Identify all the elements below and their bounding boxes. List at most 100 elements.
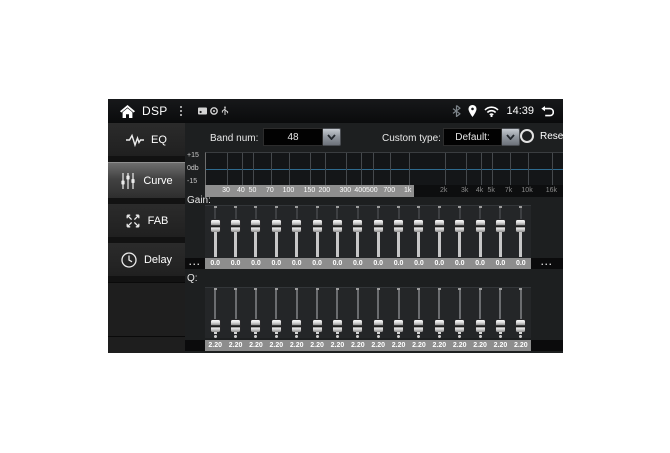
- chevron-down-icon[interactable]: [323, 128, 341, 146]
- slider-knob[interactable]: [373, 220, 383, 232]
- sidebar-item-delay[interactable]: Delay: [108, 243, 185, 276]
- gain-slider[interactable]: [246, 206, 266, 259]
- gain-slider[interactable]: [450, 206, 470, 259]
- slider-track-lower: [498, 232, 502, 257]
- freq-tick-label: 4k: [475, 187, 484, 194]
- gain-slider[interactable]: [429, 206, 449, 259]
- slider-knob[interactable]: [455, 220, 465, 232]
- eq-gridline: [465, 153, 467, 186]
- gain-slider[interactable]: [409, 206, 429, 259]
- slider-knob[interactable]: [312, 220, 322, 232]
- slider-track-upper: [275, 208, 278, 220]
- gain-slider[interactable]: [368, 206, 388, 259]
- slider-knob[interactable]: [271, 320, 281, 332]
- gain-slider[interactable]: [511, 206, 531, 259]
- q-value: 2.20: [514, 342, 528, 349]
- gain-slider[interactable]: [205, 206, 225, 259]
- back-icon[interactable]: [541, 105, 554, 117]
- gain-slider[interactable]: [225, 206, 245, 259]
- q-slider[interactable]: [266, 288, 286, 338]
- slider-knob[interactable]: [414, 220, 424, 232]
- q-slider[interactable]: [511, 288, 531, 338]
- slider-knob[interactable]: [516, 320, 526, 332]
- slider-knob[interactable]: [475, 320, 485, 332]
- slider-knob[interactable]: [251, 320, 261, 332]
- sidebar-item-curve[interactable]: Curve: [108, 162, 185, 198]
- slider-knob[interactable]: [495, 220, 505, 232]
- q-slider[interactable]: [450, 288, 470, 338]
- slider-track-lower: [458, 332, 462, 334]
- slider-track-tip: [315, 206, 319, 208]
- overflow-menu-icon[interactable]: [177, 106, 185, 116]
- q-slider[interactable]: [388, 288, 408, 338]
- q-slider[interactable]: [368, 288, 388, 338]
- slider-track-upper: [336, 290, 339, 320]
- slider-end-dot: [234, 335, 238, 338]
- slider-knob[interactable]: [292, 320, 302, 332]
- sidebar-item-eq[interactable]: EQ: [108, 123, 185, 156]
- slider-knob[interactable]: [394, 220, 404, 232]
- slider-knob[interactable]: [394, 320, 404, 332]
- reset-button[interactable]: Reset: [520, 129, 563, 143]
- q-slider[interactable]: [327, 288, 347, 338]
- chevron-down-icon[interactable]: [502, 128, 520, 146]
- custom-type-value[interactable]: Default:: [443, 128, 502, 146]
- gain-scroll-left-button[interactable]: ...: [185, 257, 205, 269]
- slider-knob[interactable]: [231, 220, 241, 232]
- home-icon[interactable]: [120, 104, 135, 118]
- slider-track-upper: [214, 290, 217, 320]
- slider-knob[interactable]: [231, 320, 241, 332]
- gain-slider[interactable]: [307, 206, 327, 259]
- gain-slider[interactable]: [470, 206, 490, 259]
- q-slider[interactable]: [246, 288, 266, 338]
- slider-knob[interactable]: [312, 320, 322, 332]
- gain-slider[interactable]: [388, 206, 408, 259]
- gain-slider[interactable]: [348, 206, 368, 259]
- gain-slider[interactable]: [266, 206, 286, 259]
- q-slider[interactable]: [307, 288, 327, 338]
- slider-knob[interactable]: [292, 220, 302, 232]
- q-slider[interactable]: [429, 288, 449, 338]
- slider-knob[interactable]: [210, 320, 220, 332]
- slider-knob[interactable]: [210, 220, 220, 232]
- sidebar-item-fab[interactable]: FAB: [108, 204, 185, 237]
- slider-knob[interactable]: [495, 320, 505, 332]
- slider-knob[interactable]: [251, 220, 261, 232]
- slider-track-tip: [213, 288, 217, 290]
- band-num-value[interactable]: 48: [263, 128, 323, 146]
- gain-value: 0.0: [332, 260, 343, 267]
- q-slider[interactable]: [470, 288, 490, 338]
- freq-scroll-thumb[interactable]: [205, 185, 415, 197]
- gain-slider[interactable]: [490, 206, 510, 259]
- slider-knob[interactable]: [353, 220, 363, 232]
- gain-slider[interactable]: [327, 206, 347, 259]
- q-slider[interactable]: [409, 288, 429, 338]
- slider-knob[interactable]: [332, 320, 342, 332]
- slider-knob[interactable]: [414, 320, 424, 332]
- slider-knob[interactable]: [434, 320, 444, 332]
- slider-track-lower: [519, 232, 523, 257]
- slider-knob[interactable]: [332, 220, 342, 232]
- q-slider[interactable]: [287, 288, 307, 338]
- storage-icon: [197, 107, 207, 115]
- eq-gridline: [253, 153, 255, 186]
- sidebar-item-label: FAB: [147, 214, 169, 227]
- slider-track-upper: [519, 290, 522, 320]
- q-slider[interactable]: [348, 288, 368, 338]
- q-slider[interactable]: [490, 288, 510, 338]
- q-slider[interactable]: [225, 288, 245, 338]
- custom-type-select[interactable]: Default:: [443, 128, 520, 146]
- gain-scroll-right-button[interactable]: ...: [531, 257, 563, 269]
- band-num-select[interactable]: 48: [263, 128, 341, 146]
- slider-knob[interactable]: [271, 220, 281, 232]
- gain-slider[interactable]: [287, 206, 307, 259]
- slider-knob[interactable]: [455, 320, 465, 332]
- slider-knob[interactable]: [475, 220, 485, 232]
- q-value: 2.20: [330, 342, 345, 349]
- q-slider[interactable]: [205, 288, 225, 338]
- slider-knob[interactable]: [516, 220, 526, 232]
- slider-end-dot: [213, 335, 217, 338]
- slider-knob[interactable]: [353, 320, 363, 332]
- slider-knob[interactable]: [373, 320, 383, 332]
- slider-knob[interactable]: [434, 220, 444, 232]
